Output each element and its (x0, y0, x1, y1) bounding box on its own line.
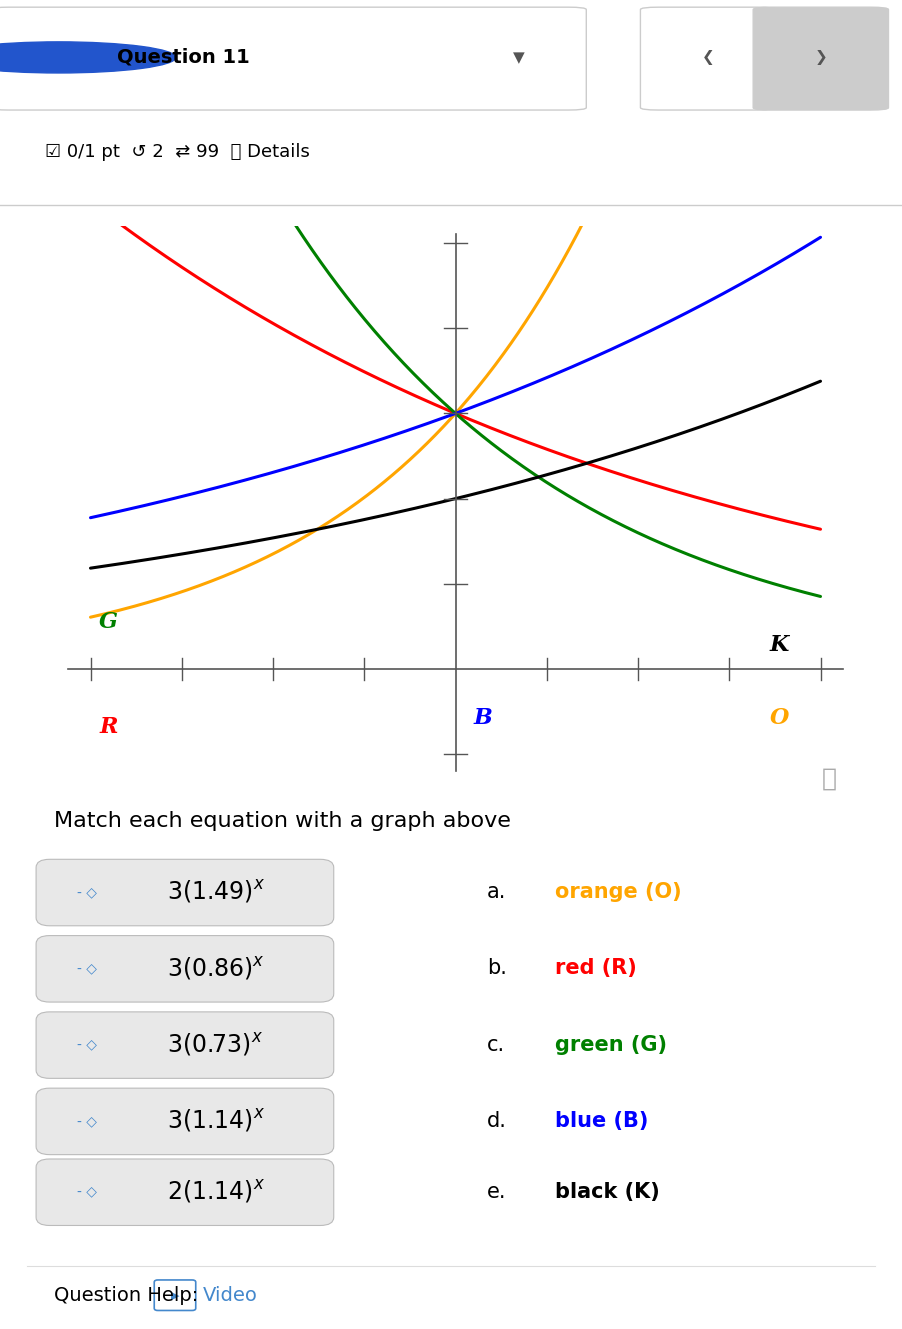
FancyBboxPatch shape (36, 860, 334, 926)
FancyBboxPatch shape (36, 1159, 334, 1225)
Text: ☑ 0/1 pt  ↺ 2  ⇄ 99  ⓘ Details: ☑ 0/1 pt ↺ 2 ⇄ 99 ⓘ Details (45, 144, 310, 161)
Text: $3(1.49)^{x}$: $3(1.49)^{x}$ (167, 878, 265, 905)
Text: B: B (474, 707, 492, 730)
Text: black (K): black (K) (555, 1181, 659, 1201)
Text: R: R (99, 716, 118, 738)
Text: G: G (99, 611, 118, 633)
Text: ⌕: ⌕ (822, 766, 837, 791)
Text: blue (B): blue (B) (555, 1111, 649, 1131)
Circle shape (0, 43, 176, 73)
Text: $3(0.73)^{x}$: $3(0.73)^{x}$ (167, 1031, 263, 1058)
Text: b.: b. (487, 958, 507, 978)
Text: ❯: ❯ (815, 51, 827, 65)
Text: ▶: ▶ (170, 1290, 179, 1300)
Text: - ◇: - ◇ (77, 1038, 97, 1051)
Text: Question 11: Question 11 (117, 48, 250, 66)
Text: $3(0.86)^{x}$: $3(0.86)^{x}$ (167, 954, 264, 982)
FancyBboxPatch shape (0, 7, 586, 110)
FancyBboxPatch shape (640, 7, 776, 110)
Text: - ◇: - ◇ (77, 1114, 97, 1128)
Text: c.: c. (487, 1034, 505, 1055)
Text: ❮: ❮ (702, 51, 714, 65)
Text: Match each equation with a graph above: Match each equation with a graph above (54, 811, 511, 832)
Text: e.: e. (487, 1181, 507, 1201)
Text: - ◇: - ◇ (77, 885, 97, 898)
FancyBboxPatch shape (36, 936, 334, 1002)
FancyBboxPatch shape (154, 1280, 196, 1310)
Text: $3(1.14)^{x}$: $3(1.14)^{x}$ (167, 1107, 265, 1135)
Text: orange (O): orange (O) (555, 882, 681, 902)
Text: Video: Video (203, 1285, 258, 1305)
Text: $2(1.14)^{x}$: $2(1.14)^{x}$ (167, 1179, 265, 1205)
Text: - ◇: - ◇ (77, 961, 97, 975)
Text: green (G): green (G) (555, 1034, 667, 1055)
Text: - ◇: - ◇ (77, 1184, 97, 1199)
Text: O: O (769, 707, 789, 730)
Text: K: K (769, 634, 789, 657)
FancyBboxPatch shape (36, 1011, 334, 1078)
Text: Question Help:: Question Help: (54, 1285, 198, 1305)
Text: ▼: ▼ (512, 51, 525, 65)
Text: red (R): red (R) (555, 958, 637, 978)
FancyBboxPatch shape (36, 1088, 334, 1155)
FancyBboxPatch shape (753, 7, 888, 110)
Text: a.: a. (487, 882, 506, 902)
Text: d.: d. (487, 1111, 507, 1131)
